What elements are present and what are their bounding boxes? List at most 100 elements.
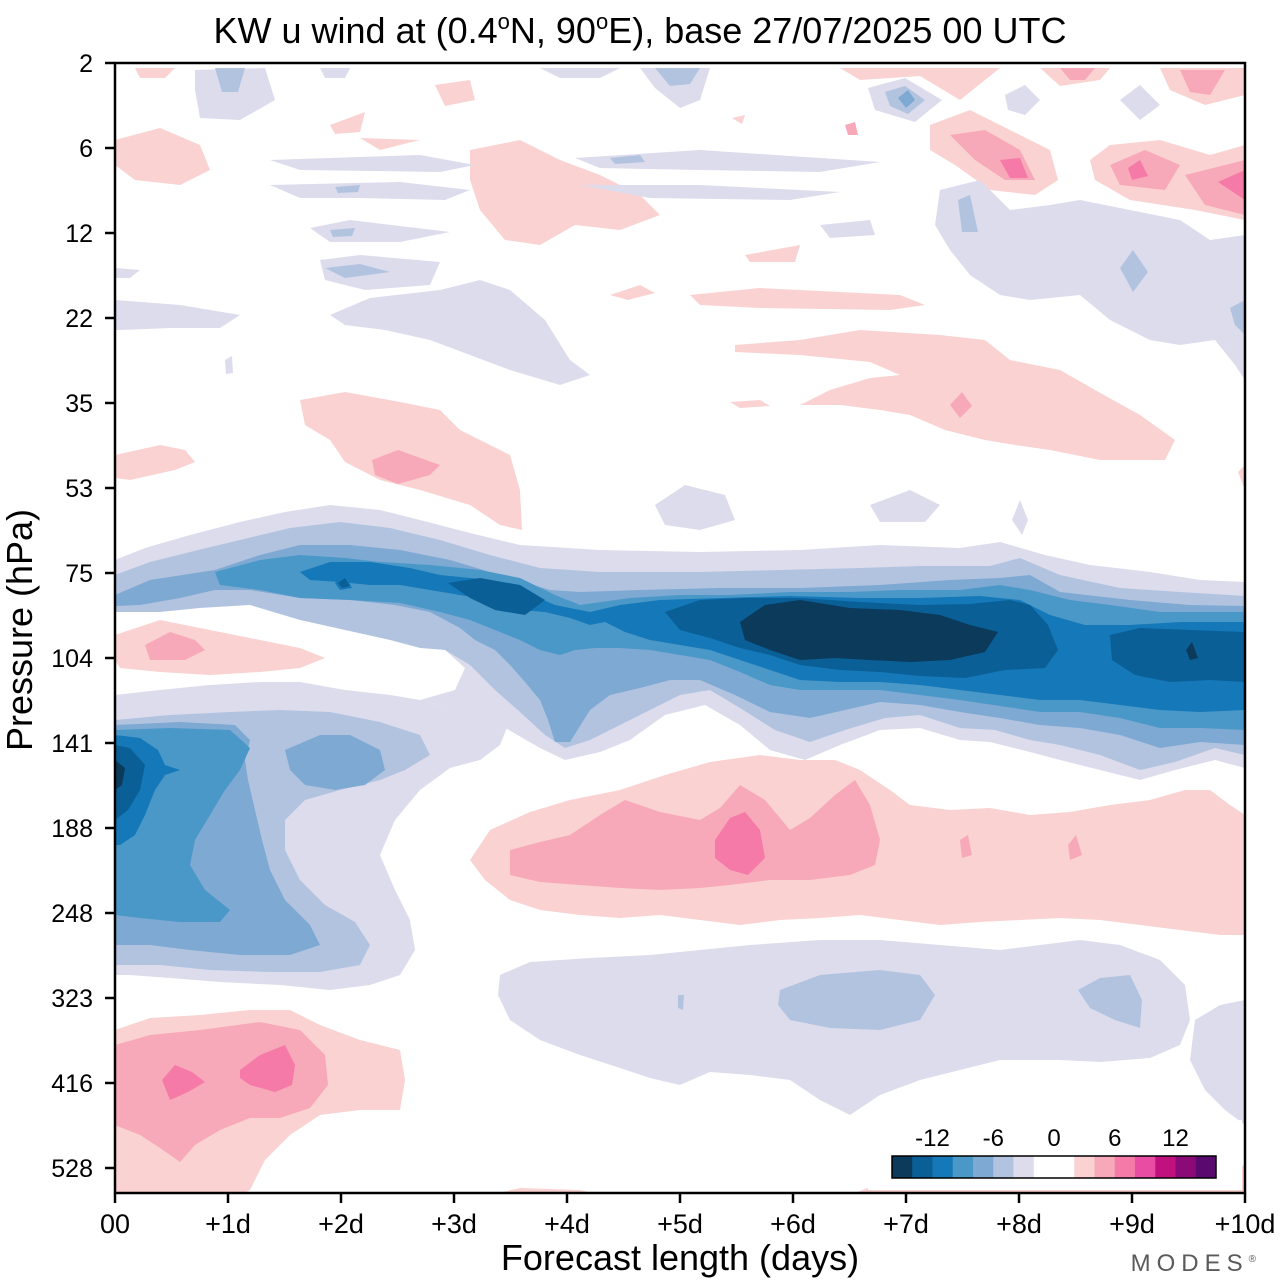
y-tick-label: 528 bbox=[51, 1155, 93, 1183]
modes-logo: MODES® bbox=[1130, 1250, 1256, 1277]
colorbar-label: 12 bbox=[1162, 1125, 1189, 1152]
contour-pink-small-mid bbox=[732, 115, 745, 124]
contour-darkest-150-left bbox=[115, 760, 125, 790]
contour-darkest-jet-9d bbox=[1186, 642, 1198, 660]
contour-pink-small-7d bbox=[845, 122, 858, 135]
colorbar-swatch bbox=[932, 1156, 954, 1178]
contour-pink-12hpa-mid bbox=[745, 245, 800, 262]
y-tick-label: 141 bbox=[51, 730, 93, 758]
y-tick-label: 35 bbox=[65, 390, 93, 418]
colorbar-labels: -12 -6 0 6 12 bbox=[915, 1125, 1189, 1152]
colorbar-swatch bbox=[952, 1156, 974, 1178]
contour-pink-right-edge-50 bbox=[1238, 465, 1245, 490]
y-tick-label: 6 bbox=[79, 135, 93, 163]
contour-pink-small-40 bbox=[730, 400, 770, 408]
y-tick-label: 248 bbox=[51, 900, 93, 928]
x-tick-label: +8d bbox=[996, 1209, 1042, 1239]
contour-pink3-9hpa-7d bbox=[1000, 158, 1028, 178]
contour-lavender-strand-9hpa-b bbox=[580, 185, 840, 200]
contour-lavender-spike-8d bbox=[1012, 500, 1028, 535]
colorbar-swatch bbox=[973, 1156, 994, 1178]
contour-lavender-12hpa-mid bbox=[820, 220, 875, 238]
contour-pink-top-mid bbox=[435, 80, 475, 106]
y-tick-label: 2 bbox=[79, 50, 93, 78]
contour-lightblue-strand-6hpa-b bbox=[610, 155, 645, 164]
contour-lightblue-strand-16hpa bbox=[325, 264, 390, 278]
y-tick-label: 53 bbox=[65, 475, 93, 503]
contour-pink-6hpa-right bbox=[470, 140, 660, 245]
y-tick-label: 416 bbox=[51, 1070, 93, 1098]
colorbar-swatch bbox=[1074, 1156, 1095, 1178]
contour-lavender-ring-9d bbox=[1120, 85, 1160, 120]
y-tick-label: 104 bbox=[51, 645, 93, 673]
colorbar-swatch bbox=[1175, 1156, 1197, 1178]
colorbar-label: 0 bbox=[1047, 1125, 1060, 1152]
x-tick-label: +10d bbox=[1215, 1209, 1276, 1239]
contour-pink3-200-mid bbox=[715, 812, 765, 875]
y-tick-label: 22 bbox=[65, 305, 93, 333]
contour-darkest-jet-6d bbox=[740, 600, 998, 662]
contour-lightblue-323-9d bbox=[1078, 975, 1142, 1028]
contour-pink2-104-left bbox=[145, 632, 205, 660]
contour-lightblue-right-upper-b bbox=[1120, 250, 1148, 292]
contour-lavender-strand-6hpa bbox=[270, 155, 475, 172]
colorbar-frame bbox=[891, 1155, 1217, 1179]
colorbar-swatch bbox=[1135, 1156, 1156, 1178]
contour-lightblue-strand-9hpa bbox=[335, 185, 360, 193]
x-tick-label: 00 bbox=[100, 1209, 130, 1239]
colorbar-swatch bbox=[1155, 1156, 1176, 1178]
x-tick-label: +6d bbox=[770, 1209, 816, 1239]
colorbar: -12 -6 0 6 12 bbox=[868, 1120, 1242, 1190]
contour-pink2-top-right2 bbox=[1060, 68, 1095, 80]
contour-pink-top-right bbox=[840, 68, 1000, 100]
contour-lavender-ring-8d bbox=[1005, 85, 1040, 115]
contour-lavender-strand-6hpa-b bbox=[575, 150, 880, 172]
contour-lightblue-strand-12hpa bbox=[330, 228, 355, 237]
x-axis: 00 +1d +2d +3d +4d +5d +6d +7d +8d +9d +10d bbox=[100, 1193, 1275, 1239]
contour-lavender-left-16 bbox=[115, 268, 140, 278]
colorbar-swatch bbox=[1195, 1156, 1217, 1178]
contour-pink-6hpa-center bbox=[330, 112, 365, 134]
contour-lightblue-right-upper bbox=[958, 195, 978, 232]
contour-lavender-strand-9hpa bbox=[270, 182, 470, 200]
x-tick-label: +4d bbox=[544, 1209, 590, 1239]
contour-lavender-top-mid2 bbox=[540, 68, 620, 78]
y-tick-label: 323 bbox=[51, 985, 93, 1013]
contour-lavender-dot bbox=[225, 356, 233, 374]
x-tick-label: +2d bbox=[318, 1209, 364, 1239]
x-tick-label: +3d bbox=[431, 1209, 477, 1239]
contour-pink2-200-dot-7d bbox=[960, 835, 972, 858]
filled-contours bbox=[115, 68, 1245, 1193]
contour-deepblue-jet-9d bbox=[1110, 628, 1245, 682]
contour-lavender-oval-5d bbox=[655, 485, 735, 530]
colorbar-swatch bbox=[1054, 1156, 1075, 1178]
colorbar-swatch bbox=[1013, 1156, 1035, 1178]
contour-pink2-200-dot-4d bbox=[620, 840, 628, 854]
contour-pink-6hpa-left bbox=[115, 128, 210, 185]
contour-lavender-oval-7d bbox=[870, 490, 940, 522]
contour-pink2-top-right3 bbox=[1180, 70, 1225, 95]
contour-lightblue-323-dot bbox=[678, 995, 684, 1010]
colorbar-swatch bbox=[892, 1156, 913, 1178]
colorbar-label: 6 bbox=[1108, 1125, 1121, 1152]
contour-lavender-right-upper bbox=[935, 180, 1245, 380]
contour-pink2-35hpa-right bbox=[950, 392, 972, 418]
chart-title: KW u wind at (0.4oN, 90oE), base 27/07/2… bbox=[213, 9, 1067, 51]
contour-pink-20hpa-band bbox=[690, 288, 925, 310]
contour-pink3-9hpa-9d bbox=[1128, 160, 1148, 180]
colorbar-swatch bbox=[1033, 1156, 1055, 1178]
contour-pink3-9hpa-10d bbox=[1218, 170, 1245, 200]
x-tick-label: +5d bbox=[657, 1209, 703, 1239]
contour-pink3-410-right bbox=[240, 1045, 295, 1092]
colorbar-swatch bbox=[912, 1156, 933, 1178]
colorbar-swatch bbox=[1094, 1156, 1116, 1178]
y-tick-label: 75 bbox=[65, 560, 93, 588]
colorbar-swatch bbox=[1114, 1156, 1136, 1178]
contour-lavender-top-mid bbox=[320, 68, 350, 78]
x-tick-label: +1d bbox=[205, 1209, 251, 1239]
colorbar-label: -12 bbox=[915, 1125, 950, 1152]
contour-blue-150-secondary bbox=[285, 735, 385, 790]
contour-lavender-strand-12hpa bbox=[310, 220, 450, 242]
contour-pink2-200-mid bbox=[510, 780, 880, 890]
contour-blue-ring-7d bbox=[898, 90, 915, 108]
